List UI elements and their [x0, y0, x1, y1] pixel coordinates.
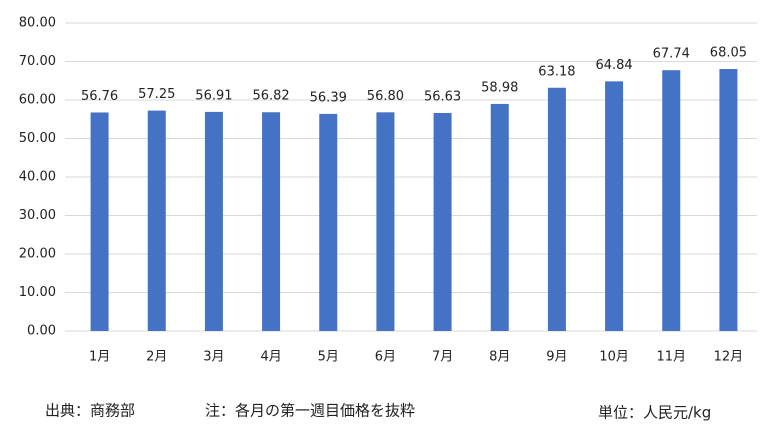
x-tick-label: 10月: [599, 350, 629, 365]
bar: [490, 103, 509, 331]
value-label: 56.82: [252, 89, 289, 104]
value-label: 56.39: [310, 90, 347, 105]
bar: [605, 81, 624, 331]
x-tick-label: 5月: [318, 350, 339, 365]
bar: [262, 112, 281, 331]
y-tick-label: 10.00: [19, 285, 56, 300]
value-label: 57.25: [138, 87, 175, 102]
x-tick-label: 7月: [432, 350, 453, 365]
x-tick-label: 6月: [375, 350, 396, 365]
value-label: 56.63: [424, 89, 461, 104]
y-tick-label: 40.00: [19, 170, 56, 185]
bar: [319, 113, 338, 331]
x-tick-label: 9月: [546, 350, 567, 365]
bar: [204, 111, 223, 331]
value-label: 68.05: [710, 46, 747, 61]
x-tick-label: 8月: [489, 350, 510, 365]
x-tick-label: 3月: [203, 350, 224, 365]
value-label: 63.18: [538, 64, 575, 79]
value-label: 64.84: [595, 58, 632, 73]
x-tick-label: 11月: [656, 350, 686, 365]
x-tick-label: 2月: [146, 350, 167, 365]
y-tick-label: 20.00: [19, 247, 56, 262]
bar: [433, 112, 452, 331]
bar: [90, 112, 109, 331]
y-tick-label: 80.00: [19, 16, 56, 31]
unit: 単位：人民元/kg: [598, 404, 711, 422]
y-tick-label: 70.00: [19, 54, 56, 69]
bar: [376, 112, 395, 331]
note: 注：各月の第一週目価格を抜粋: [205, 402, 415, 420]
value-label: 56.80: [367, 89, 404, 104]
bar: [147, 110, 166, 332]
y-tick-label: 60.00: [19, 93, 56, 108]
x-tick-label: 1月: [89, 350, 110, 365]
x-tick-label: 4月: [260, 350, 281, 365]
bar: [719, 69, 738, 331]
bar: [662, 70, 681, 332]
y-tick-label: 30.00: [19, 208, 56, 223]
y-tick-label: 0.00: [27, 324, 56, 339]
x-tick-label: 12月: [714, 350, 744, 365]
value-label: 58.98: [481, 80, 518, 95]
value-label: 56.76: [81, 89, 118, 104]
source: 出典：商務部: [45, 402, 135, 420]
bar: [547, 87, 566, 331]
y-tick-label: 50.00: [19, 131, 56, 146]
value-label: 67.74: [653, 47, 690, 62]
value-label: 56.91: [195, 88, 232, 103]
